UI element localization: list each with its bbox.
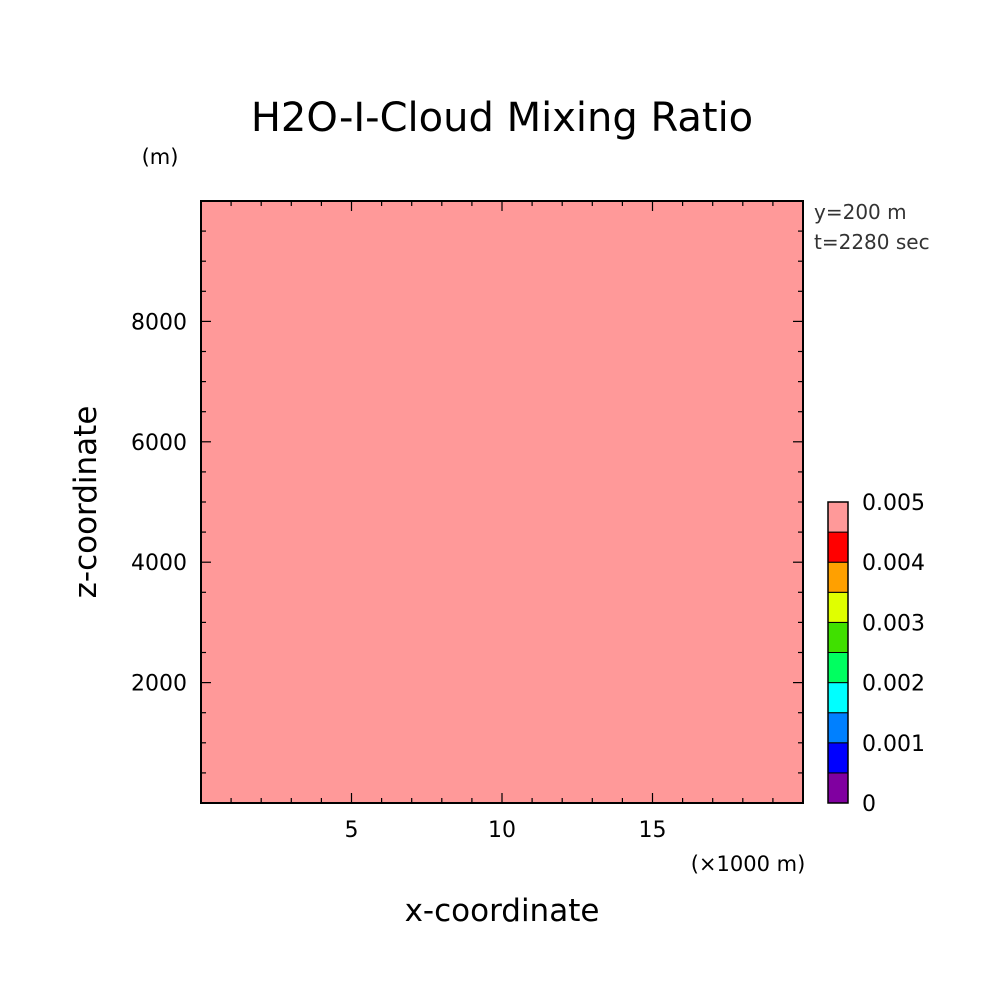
colorbar-swatch <box>827 712 849 744</box>
colorbar: 0 0.001 0.002 0.003 0.004 0.005 <box>827 491 925 817</box>
x-tick-labels: 5 10 15 <box>345 818 667 843</box>
colorbar-swatch <box>827 561 849 593</box>
y-tick-label: 6000 <box>131 431 187 456</box>
x-axis-label: x-coordinate <box>405 893 600 929</box>
colorbar-swatch <box>827 501 849 533</box>
y-tick-label: 8000 <box>131 310 187 335</box>
colorbar-swatch <box>827 652 849 684</box>
colorbar-swatch <box>827 772 849 804</box>
time-annotation: t=2280 sec <box>814 230 930 254</box>
colorbar-swatch <box>827 531 849 563</box>
colorbar-frame <box>827 501 849 804</box>
x-axis-unit: (×1000 m) <box>691 852 806 876</box>
y-axis-unit: (m) <box>142 145 179 169</box>
plot-frame <box>200 200 804 804</box>
x-tick-label: 5 <box>345 818 359 843</box>
colorbar-swatch <box>827 742 849 774</box>
y-axis-label: z-coordinate <box>68 406 104 599</box>
x-tick-label: 10 <box>488 818 516 843</box>
colorbar-label: 0.002 <box>862 672 925 697</box>
colorbar-label: 0 <box>862 792 876 817</box>
colorbar-label: 0.001 <box>862 732 925 757</box>
colorbar-label: 0.003 <box>862 611 925 636</box>
colorbar-label: 0.004 <box>862 551 925 576</box>
y-tick-label: 2000 <box>131 672 187 697</box>
y-tick-labels: 2000 4000 6000 8000 <box>131 310 187 696</box>
colorbar-swatch <box>827 682 849 714</box>
x-tick-label: 15 <box>639 818 667 843</box>
chart-title: H2O-I-Cloud Mixing Ratio <box>251 95 753 141</box>
y-tick-label: 4000 <box>131 551 187 576</box>
slice-annotation: y=200 m <box>814 200 907 224</box>
colorbar-swatch <box>827 621 849 654</box>
colorbar-swatch <box>827 591 849 623</box>
colorbar-label: 0.005 <box>862 491 925 516</box>
plot-field <box>201 201 803 803</box>
